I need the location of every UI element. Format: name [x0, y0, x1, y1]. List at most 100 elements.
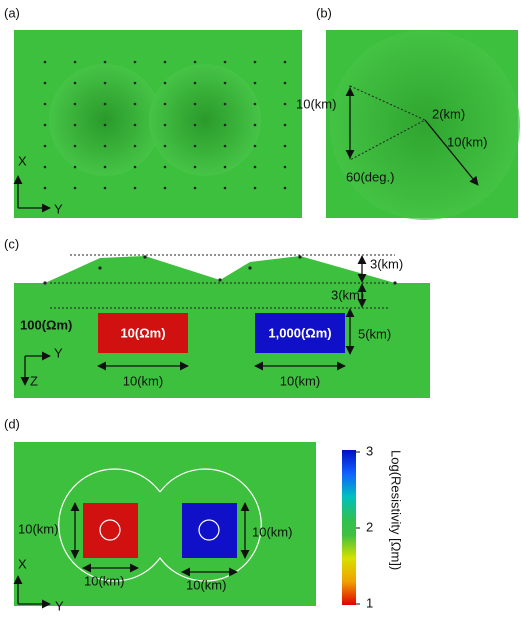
annotation: 10(km)	[280, 373, 320, 388]
station	[218, 278, 221, 281]
station	[74, 124, 77, 127]
station	[44, 145, 47, 148]
station	[104, 166, 107, 169]
station	[134, 124, 137, 127]
axis-label: Y	[54, 345, 63, 360]
station	[134, 61, 137, 64]
station	[164, 82, 167, 85]
annotation: 10(km)	[123, 373, 163, 388]
station	[254, 187, 257, 190]
station	[164, 145, 167, 148]
station	[194, 82, 197, 85]
station	[74, 103, 77, 106]
station	[43, 281, 46, 284]
station	[44, 103, 47, 106]
annotation: 10(km)	[186, 577, 226, 592]
station	[164, 103, 167, 106]
axis-label: Y	[55, 598, 64, 613]
annotation: 3(km)	[331, 287, 364, 302]
station	[134, 145, 137, 148]
station	[194, 166, 197, 169]
station	[224, 187, 227, 190]
station	[104, 145, 107, 148]
station	[248, 266, 251, 269]
station	[98, 266, 101, 269]
block-label: 10(Ωm)	[120, 325, 165, 340]
station	[284, 103, 287, 106]
station	[194, 187, 197, 190]
panel-label: (c)	[4, 236, 19, 251]
station	[74, 61, 77, 64]
station	[74, 82, 77, 85]
station	[284, 145, 287, 148]
station	[194, 61, 197, 64]
station	[44, 61, 47, 64]
station	[104, 124, 107, 127]
station	[224, 124, 227, 127]
hill	[49, 64, 161, 176]
background-label: 100(Ωm)	[20, 317, 72, 332]
station	[164, 124, 167, 127]
station	[104, 103, 107, 106]
station	[134, 166, 137, 169]
station	[298, 255, 301, 258]
station	[284, 187, 287, 190]
axis-label: Z	[30, 373, 38, 388]
station	[224, 166, 227, 169]
station	[194, 103, 197, 106]
annotation: 5(km)	[358, 326, 391, 341]
station	[164, 61, 167, 64]
station	[44, 124, 47, 127]
panel-label: (b)	[316, 5, 332, 20]
station	[284, 124, 287, 127]
annotation: 10(km)	[252, 524, 292, 539]
station	[104, 187, 107, 190]
station	[74, 187, 77, 190]
annotation: 10(km)	[447, 134, 487, 149]
block-label: 1,000(Ωm)	[268, 325, 331, 340]
station	[194, 145, 197, 148]
station	[44, 166, 47, 169]
figure: (a) X Y (b) 10(km) 2(km) 10(km) 60(deg.)…	[0, 0, 522, 621]
annotation: 3(km)	[370, 256, 403, 271]
station	[224, 61, 227, 64]
station	[284, 166, 287, 169]
resistive-block	[182, 503, 237, 558]
annotation: 60(deg.)	[346, 169, 394, 184]
station	[254, 82, 257, 85]
station	[104, 82, 107, 85]
colorbar-tick-label: 2	[366, 519, 373, 534]
conductive-block	[83, 503, 138, 558]
station	[74, 145, 77, 148]
station	[104, 61, 107, 64]
station	[284, 61, 287, 64]
station	[143, 255, 146, 258]
hill	[330, 30, 520, 220]
annotation: 10(km)	[296, 96, 336, 111]
axis-label: X	[18, 556, 27, 571]
station	[393, 281, 396, 284]
station	[224, 103, 227, 106]
station	[194, 124, 197, 127]
station	[254, 124, 257, 127]
station	[134, 103, 137, 106]
axis-label: Y	[54, 201, 63, 216]
annotation: 10(km)	[84, 573, 124, 588]
axis-label: X	[18, 153, 27, 168]
station	[254, 166, 257, 169]
station	[224, 145, 227, 148]
station	[224, 82, 227, 85]
hill	[149, 64, 261, 176]
colorbar	[342, 450, 356, 605]
colorbar-title: Log(Resistivity [Ωm])	[389, 450, 404, 570]
station	[134, 82, 137, 85]
station	[254, 103, 257, 106]
colorbar-tick-label: 3	[366, 443, 373, 458]
panel-label: (d)	[4, 416, 20, 431]
station	[254, 61, 257, 64]
annotation: 10(km)	[18, 521, 58, 536]
station	[284, 82, 287, 85]
station	[164, 166, 167, 169]
station	[164, 187, 167, 190]
station	[44, 82, 47, 85]
